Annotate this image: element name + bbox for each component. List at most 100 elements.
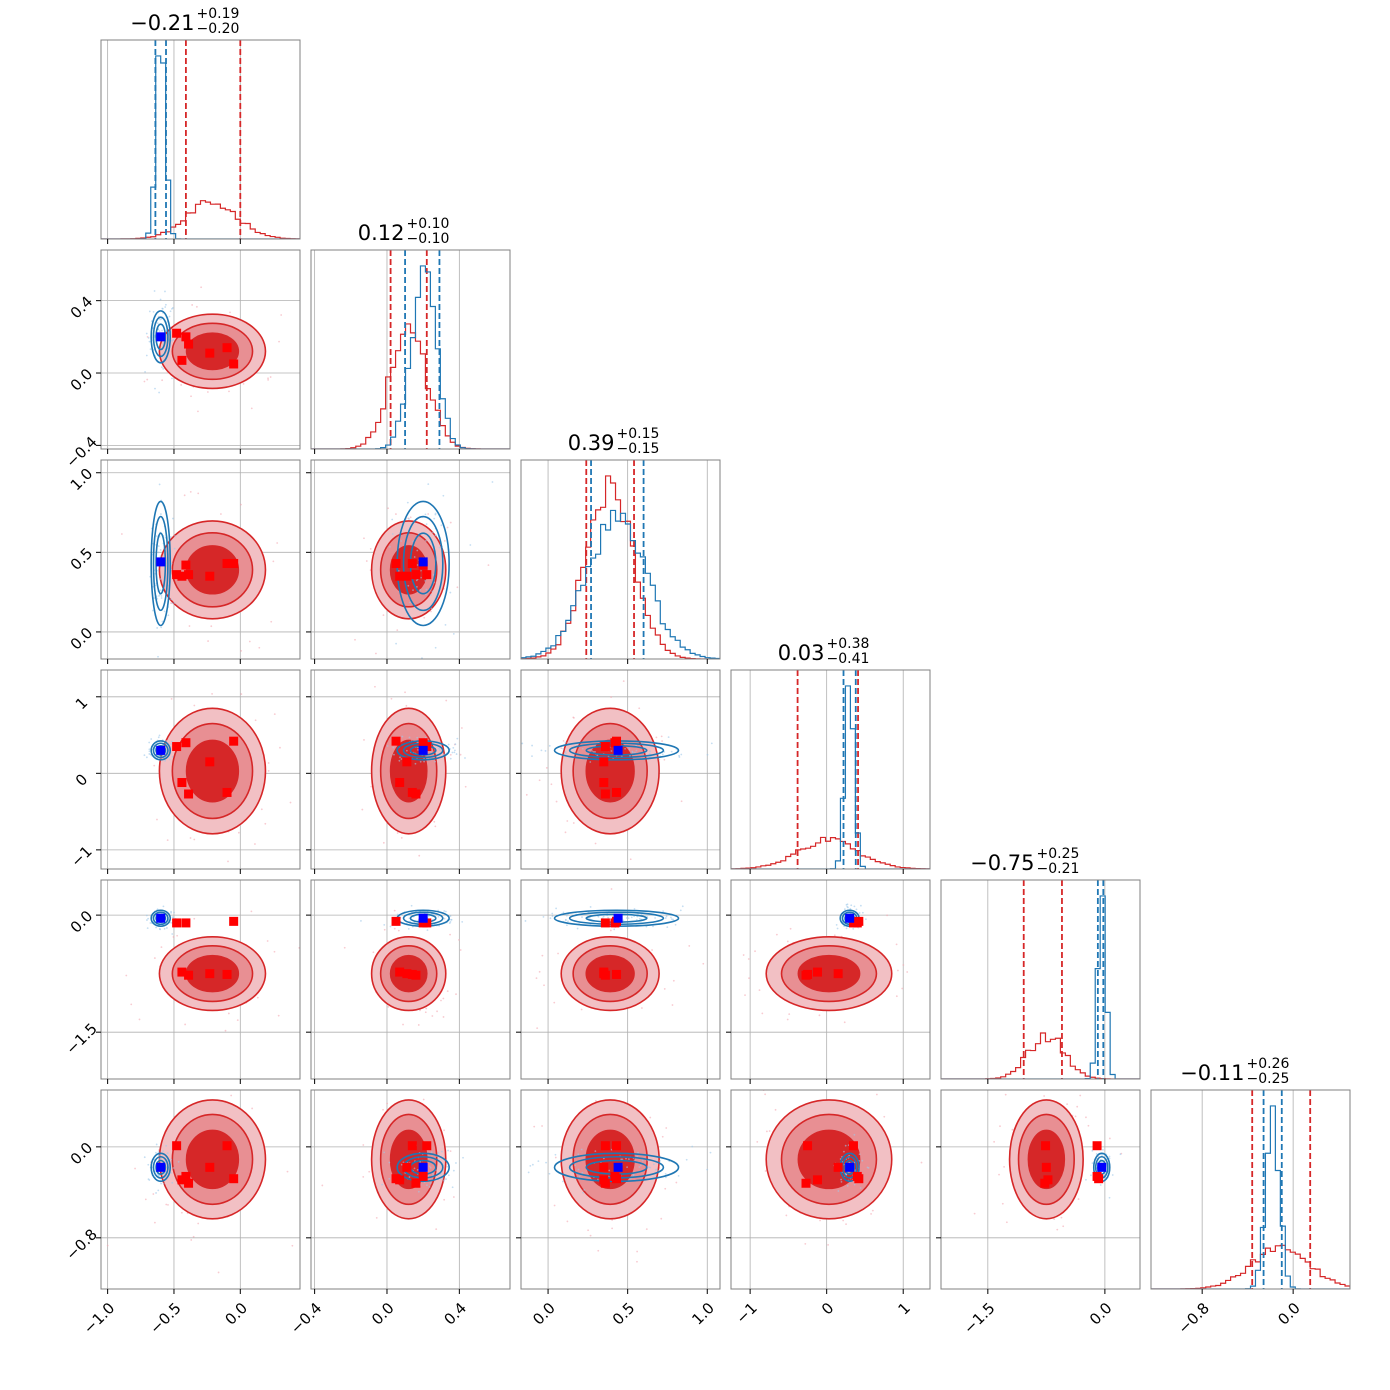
sample-point-blue — [521, 742, 524, 745]
sample-point-red — [819, 1219, 821, 1222]
sample-point-blue — [709, 1151, 712, 1154]
sample-point-blue — [450, 918, 452, 921]
panel-4-2 — [516, 879, 721, 1084]
sample-point-red — [154, 1221, 156, 1224]
sample-point-blue — [607, 916, 610, 919]
sample-point-blue — [414, 762, 417, 765]
sample-point-red — [765, 1130, 768, 1133]
sample-point-blue — [425, 588, 428, 591]
sample-point-red — [1066, 1103, 1069, 1106]
sample-point-blue — [678, 754, 680, 757]
sample-point-red — [754, 950, 756, 953]
sample-point-red — [833, 934, 836, 937]
sample-point-blue — [685, 1158, 688, 1161]
marker-red — [205, 969, 215, 979]
sample-point-red — [672, 979, 675, 982]
sample-point-red — [166, 839, 169, 842]
sample-point-red — [390, 697, 393, 700]
sample-point-blue — [453, 751, 456, 754]
sample-point-blue — [386, 745, 389, 747]
marker-red — [172, 918, 182, 928]
sample-point-blue — [405, 749, 408, 752]
sample-point-blue — [416, 736, 419, 739]
marker-red — [177, 571, 187, 581]
marker-red — [599, 757, 609, 767]
panel-3-3 — [730, 669, 931, 874]
marker-red — [418, 1171, 428, 1181]
sample-point-blue — [837, 1190, 840, 1192]
sample-point-blue — [631, 751, 634, 754]
panel-content — [731, 670, 930, 869]
sample-point-blue — [160, 626, 163, 629]
sample-point-blue — [170, 339, 173, 342]
sample-point-blue — [706, 753, 709, 756]
contour-red-inner — [585, 954, 635, 993]
marker-red — [172, 570, 182, 580]
histogram-red — [521, 475, 720, 659]
sample-point-red — [396, 832, 399, 834]
sample-point-red — [400, 836, 403, 839]
sample-point-blue — [670, 916, 672, 919]
marker-blue — [418, 1162, 428, 1172]
sample-point-blue — [632, 1173, 635, 1176]
sample-point-red — [557, 952, 559, 955]
marker-red — [402, 757, 412, 767]
sample-point-red — [775, 933, 778, 936]
sample-point-blue — [454, 743, 457, 746]
sample-point-red — [636, 1250, 639, 1253]
sample-point-blue — [555, 907, 558, 910]
sample-point-blue — [159, 555, 162, 558]
sample-point-red — [611, 1227, 614, 1230]
sample-point-red — [487, 564, 490, 567]
sample-point-red — [417, 1024, 420, 1026]
sample-point-blue — [570, 1155, 573, 1158]
marker-red — [172, 742, 182, 752]
sample-point-blue — [847, 906, 849, 909]
marker-red — [833, 1162, 843, 1172]
sample-point-blue — [537, 1160, 540, 1163]
marker-red — [600, 789, 610, 799]
panel-2-0 — [96, 459, 301, 664]
sample-point-red — [1085, 1116, 1087, 1119]
sample-point-blue — [161, 307, 164, 310]
marker-red — [612, 787, 622, 797]
sample-point-red — [362, 1175, 365, 1178]
sample-point-blue — [429, 594, 432, 596]
sample-point-red — [541, 954, 544, 957]
sample-point-red — [160, 946, 163, 949]
sample-point-blue — [637, 1151, 639, 1154]
marker-red — [184, 570, 194, 580]
sample-point-blue — [1095, 1153, 1098, 1155]
sample-point-blue — [664, 917, 667, 919]
marker-red — [854, 916, 864, 926]
sample-point-blue — [431, 590, 434, 593]
panel-frame — [310, 879, 511, 1080]
sample-point-blue — [835, 923, 838, 926]
title-value: 0.12 — [358, 221, 405, 245]
sample-point-blue — [160, 1182, 163, 1185]
sample-point-red — [564, 831, 567, 834]
sample-point-blue — [164, 759, 166, 762]
sample-point-blue — [155, 535, 158, 537]
sample-point-blue — [1101, 1154, 1103, 1156]
sample-point-red — [622, 680, 625, 683]
sample-point-red — [189, 490, 192, 493]
panel-content — [521, 880, 720, 1079]
marker-red — [812, 1175, 822, 1185]
sample-point-blue — [419, 760, 422, 763]
sample-point-blue — [430, 750, 432, 753]
sample-point-blue — [531, 1163, 534, 1166]
sample-point-red — [193, 838, 196, 841]
sample-point-blue — [434, 760, 437, 763]
sample-point-blue — [577, 1168, 580, 1171]
sample-point-blue — [638, 1166, 641, 1168]
sample-point-blue — [159, 589, 162, 592]
panel-frame — [100, 459, 301, 660]
panel-title-3: 0.03 +0.38−0.41 — [778, 636, 870, 667]
sample-point-red — [1005, 1221, 1008, 1224]
sample-point-red — [1087, 1124, 1090, 1127]
marker-red — [229, 1174, 239, 1184]
sample-point-red — [120, 533, 123, 535]
sample-point-red — [1001, 1202, 1004, 1205]
sample-point-blue — [169, 310, 172, 313]
